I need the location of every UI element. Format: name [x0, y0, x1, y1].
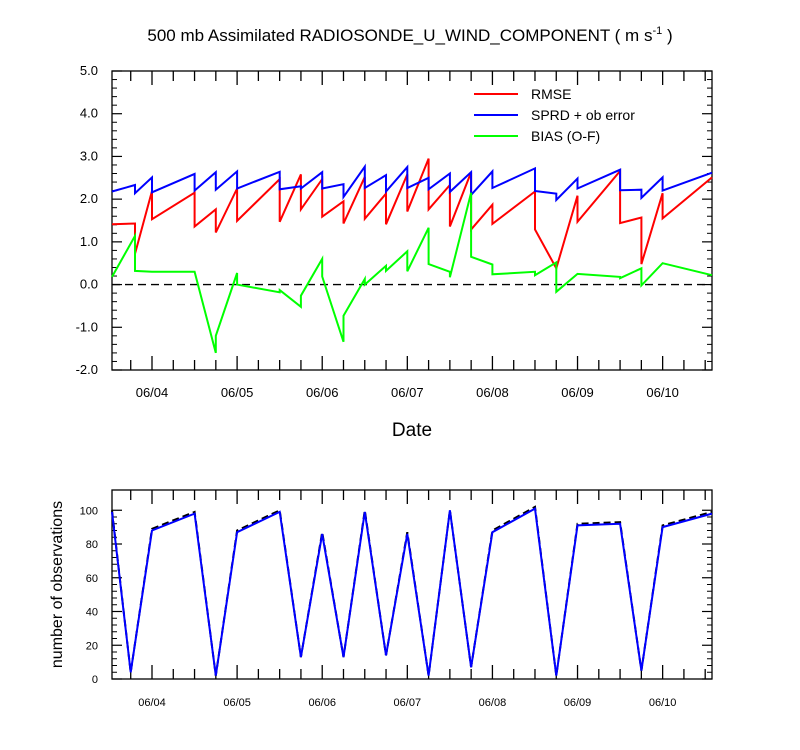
series-line-rmse [111, 158, 713, 271]
x-tick-label: 06/04 [138, 697, 166, 709]
x-tick-label: 06/08 [476, 385, 509, 400]
observation-count-panel: 0 20 40 60 80 100 06/04 06/05 06/06 06/07 06/08 06/… [49, 489, 713, 709]
x-tick-label: 06/10 [646, 385, 679, 400]
y-tick-label: -1.0 [76, 319, 98, 334]
title-superscript: -1 [652, 25, 662, 37]
x-tick-label: 06/07 [391, 385, 424, 400]
y-tick-label: 80 [86, 539, 98, 551]
title-main: 500 mb Assimilated RADIOSONDE_U_WIND_COM… [147, 26, 652, 45]
y-tick-label: 1.0 [80, 234, 98, 249]
y-tick-label: 5.0 [80, 63, 98, 78]
legend-label: SPRD + ob error [531, 107, 635, 123]
y-tick-label: 100 [80, 505, 98, 517]
x-tick-label: 06/09 [564, 697, 592, 709]
x-tick-label: 06/10 [649, 697, 677, 709]
chart-title: 500 mb Assimilated RADIOSONDE_U_WIND_COM… [147, 25, 672, 45]
y-tick-label: 60 [86, 573, 98, 585]
x-tick-label: 06/05 [223, 697, 251, 709]
legend-label: RMSE [531, 86, 571, 102]
y-tick-label: 40 [86, 607, 98, 619]
y-tick-label: 3.0 [80, 148, 98, 163]
series-line-1 [111, 507, 713, 676]
legend-label: BIAS (O-F) [531, 128, 600, 144]
y-tick-label: 0 [92, 674, 98, 686]
y-tick-label: 20 [86, 640, 98, 652]
series-line-bias-o-f [111, 192, 713, 354]
x-tick-label: 06/06 [306, 385, 339, 400]
x-tick-label: 06/09 [561, 385, 594, 400]
y-tick-label: -2.0 [76, 362, 98, 377]
series-line-0 [111, 505, 713, 676]
series-line-sprd-ob-error [111, 163, 713, 203]
y-axis-title: number of observations [49, 501, 66, 668]
stats-panel: -2.0 -1.0 0.0 1.0 2.0 3.0 4.0 5.0 06/04 06/05 06/0… [76, 63, 713, 441]
y-tick-label: 4.0 [80, 106, 98, 121]
x-tick-label: 06/08 [479, 697, 507, 709]
plot-frame [111, 70, 713, 371]
x-axis-title: Date [392, 420, 432, 441]
y-tick-label: 2.0 [80, 191, 98, 206]
x-tick-label: 06/05 [221, 385, 254, 400]
y-tick-label: 0.0 [80, 277, 98, 292]
x-tick-label: 06/04 [136, 385, 169, 400]
title-end: ) [662, 26, 672, 45]
plot-frame [111, 489, 713, 680]
x-tick-label: 06/06 [308, 697, 336, 709]
x-tick-label: 06/07 [394, 697, 422, 709]
